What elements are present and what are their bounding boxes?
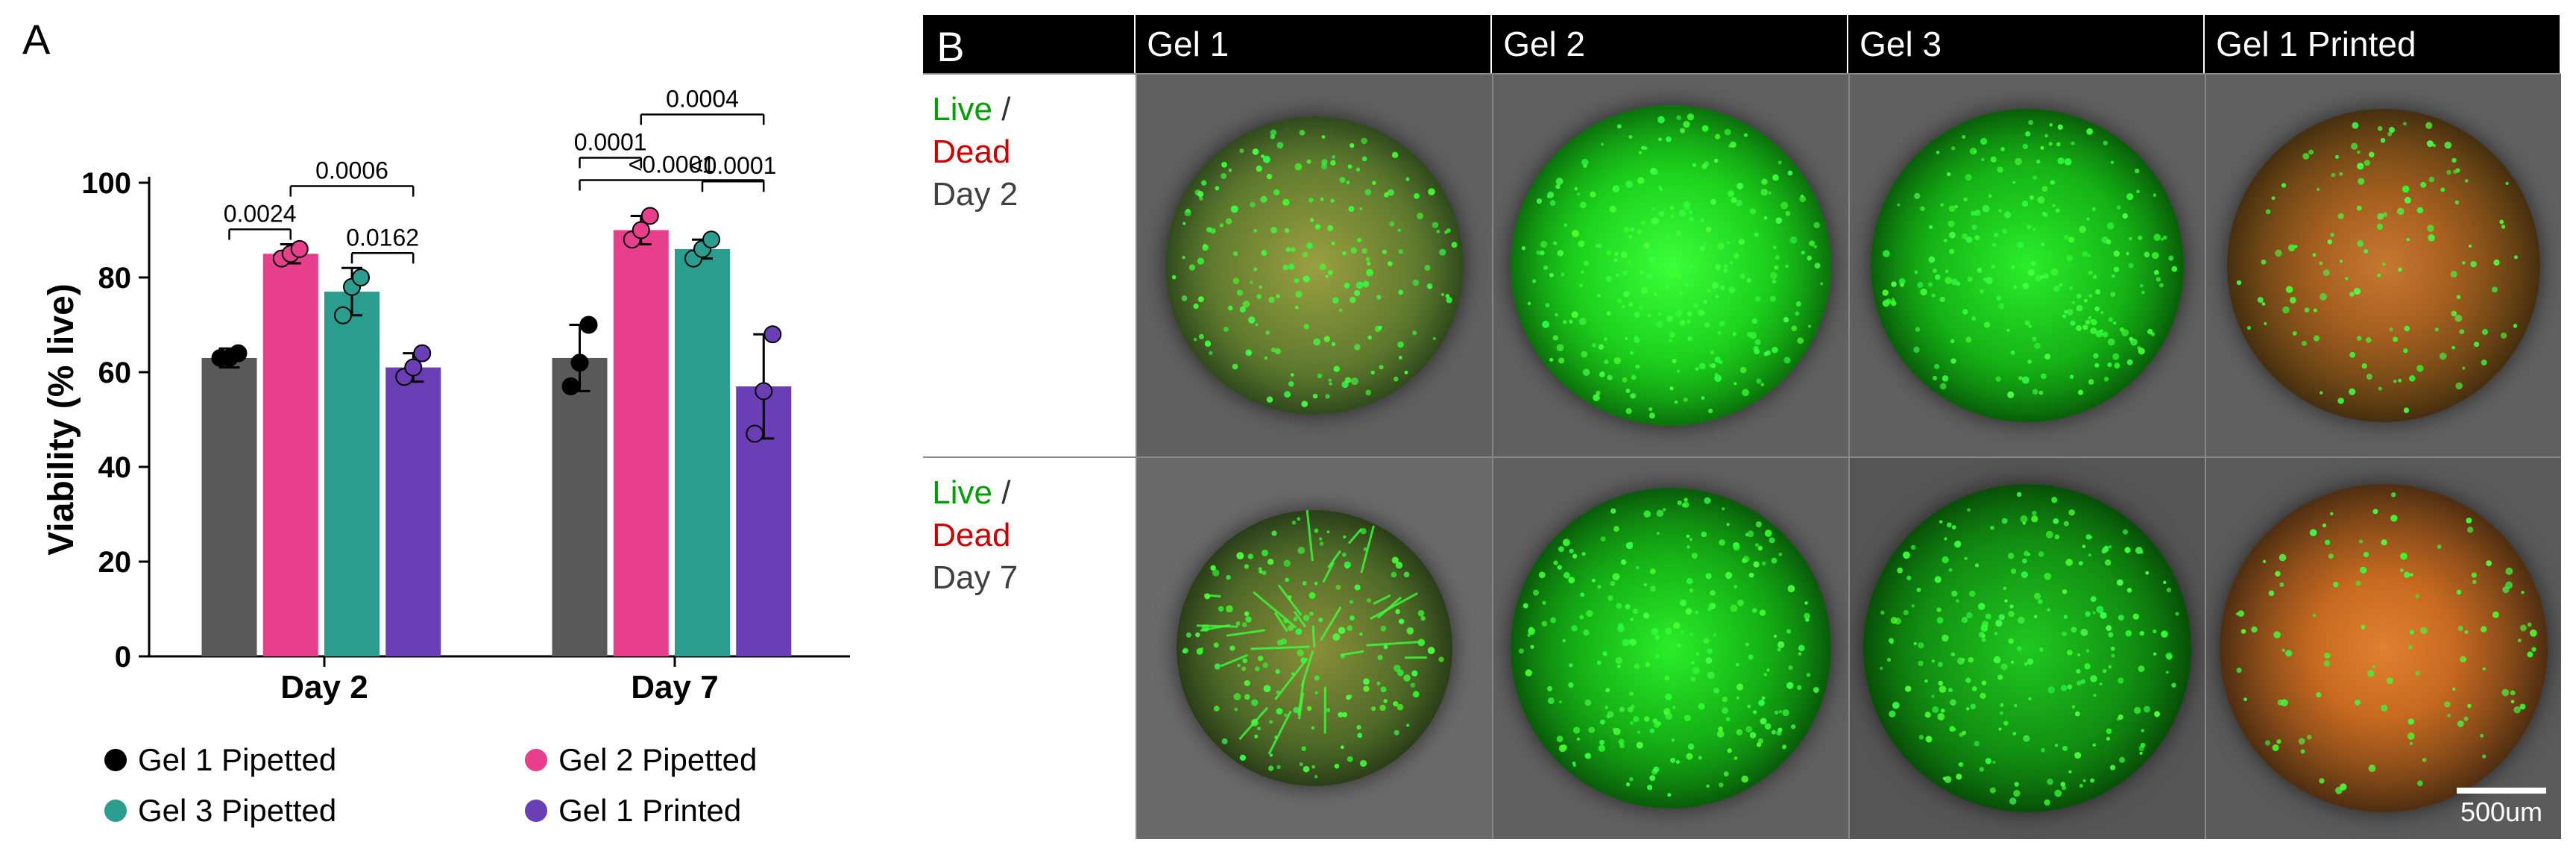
spheroid-icon [1165,116,1464,415]
microscopy-image [1848,456,2205,840]
legend-label: Gel 2 Pipetted [558,742,757,778]
svg-text:0.0006: 0.0006 [315,157,388,184]
spheroid-icon [1511,105,1831,426]
figure-container: A 0 20 40 60 80 100 Viability (% live) Day 2 0.0… [15,15,2561,839]
legend-dot-icon [104,800,127,822]
svg-text:0: 0 [115,641,131,674]
svg-text:0.0162: 0.0162 [346,224,419,251]
legend: Gel 1 Pipetted Gel 2 Pipetted Gel 3 Pipett… [104,742,901,829]
svg-text:Day 7: Day 7 [631,669,718,706]
panel-a: A 0 20 40 60 80 100 Viability (% live) Day 2 0.0… [15,15,901,839]
svg-text:<0.0001: <0.0001 [629,151,716,178]
column-header: Gel 1 Printed [2205,15,2561,73]
microscopy-image [1492,73,1848,456]
svg-text:Day 2: Day 2 [280,669,368,706]
legend-dot-icon [525,800,547,822]
svg-text:80: 80 [98,262,132,295]
bar-chart: 0 20 40 60 80 100 Viability (% live) Day 2 0.002… [45,37,865,727]
microscopy-image [1136,73,1492,456]
svg-text:Viability (% live): Viability (% live) [45,283,81,556]
microscopy-image [1848,73,2205,456]
column-header: Gel 2 [1492,15,1848,73]
svg-text:0.0024: 0.0024 [224,201,297,227]
scale-bar: 500um [2457,788,2546,828]
legend-item: Gel 3 Pipetted [104,793,480,829]
row-label: Live / DeadDay 2 [923,73,1136,456]
svg-text:100: 100 [81,167,131,200]
legend-label: Gel 1 Pipetted [138,742,336,778]
microscopy-image [1492,456,1848,840]
panel-a-label: A [22,15,50,63]
microscopy-image [2205,73,2561,456]
scale-bar-label: 500um [2457,797,2546,828]
panel-b: B Gel 1Gel 2Gel 3Gel 1 Printed Live / Dea… [923,15,2561,839]
legend-label: Gel 1 Printed [558,793,741,829]
image-grid: Gel 1Gel 2Gel 3Gel 1 Printed Live / DeadD… [923,15,2561,839]
spheroid-icon [1511,488,1831,809]
chart-svg: 0 20 40 60 80 100 Viability (% live) Day 2 0.002… [45,37,865,723]
row-label: Live / DeadDay 7 [923,456,1136,840]
svg-text:20: 20 [98,546,132,579]
legend-label: Gel 3 Pipetted [138,793,336,829]
svg-text:60: 60 [98,357,132,389]
svg-text:0.0004: 0.0004 [666,85,739,112]
spheroid-icon [1177,510,1452,786]
legend-item: Gel 2 Pipetted [525,742,901,778]
legend-dot-icon [104,749,127,771]
legend-item: Gel 1 Pipetted [104,742,480,778]
column-header: Gel 3 [1848,15,2205,73]
svg-text:40: 40 [98,451,132,484]
spheroid-icon [1871,109,2184,422]
column-header: Gel 1 [1136,15,1492,73]
spheroid-icon [2227,109,2540,422]
panel-b-label: B [936,22,964,71]
microscopy-image [1136,456,1492,840]
microscopy-image: 500um [2205,456,2561,840]
spheroid-icon [2220,484,2548,812]
legend-item: Gel 1 Printed [525,793,901,829]
legend-dot-icon [525,749,547,771]
spheroid-icon [1863,484,2191,812]
